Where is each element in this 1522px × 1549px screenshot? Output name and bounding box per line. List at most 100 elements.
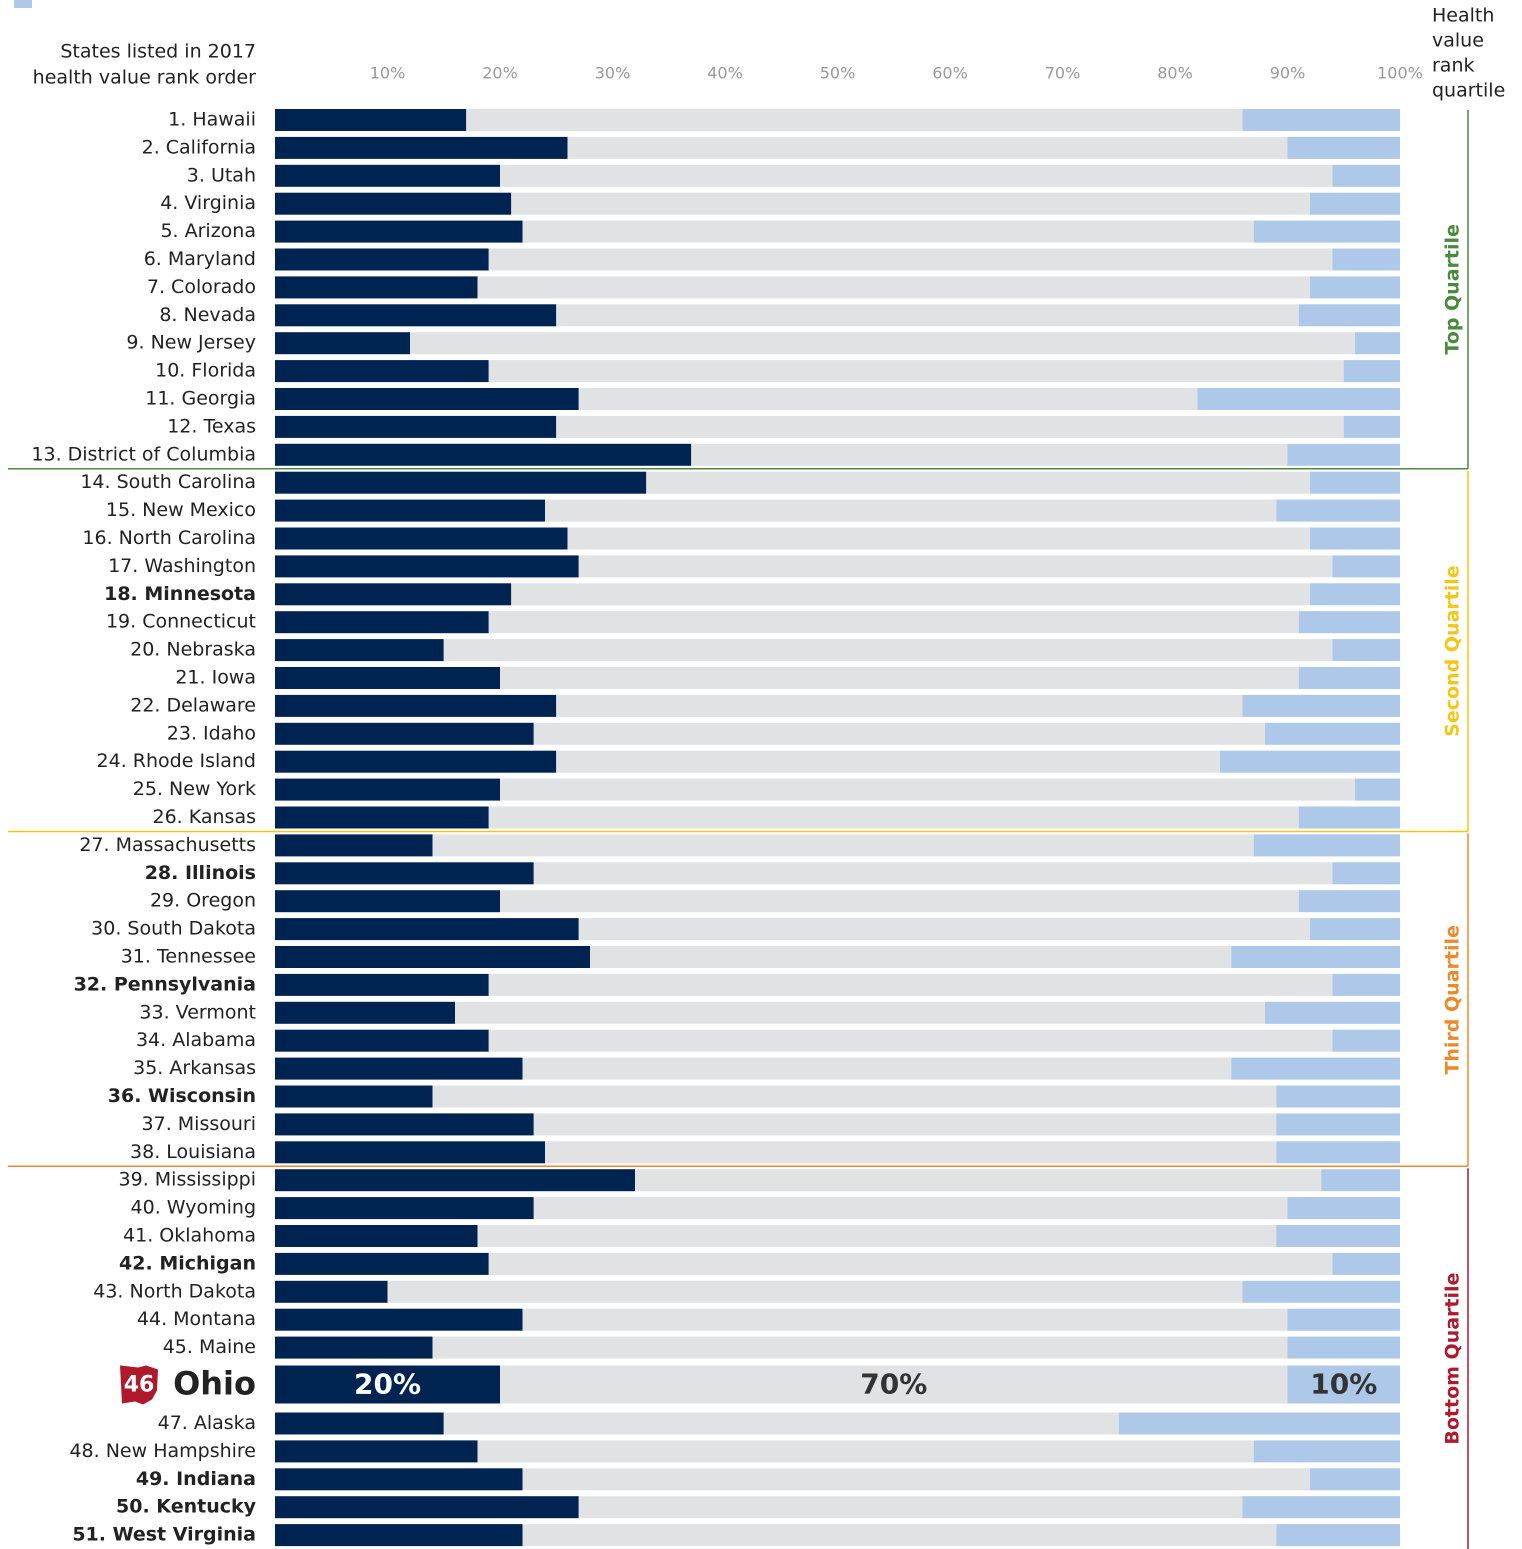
bar-segment — [275, 694, 557, 717]
bar-segment — [275, 1496, 579, 1519]
bar-segment — [275, 1365, 500, 1404]
bar-segment — [275, 1113, 534, 1136]
category-label: 15. New Mexico — [106, 499, 256, 521]
bar-segment — [1298, 890, 1400, 913]
bar-segment — [1231, 946, 1400, 968]
bar-segment — [511, 583, 1310, 606]
bar-segment — [511, 192, 1310, 215]
category-label: 37. Missouri — [142, 1113, 256, 1135]
bar-segment — [1298, 806, 1400, 829]
bar-segment — [275, 918, 579, 941]
x-tick-label: 30% — [595, 64, 631, 83]
category-label: 19. Connecticut — [106, 611, 256, 633]
bar-segment — [1332, 555, 1400, 578]
bar-segment — [1253, 1440, 1400, 1463]
category-label: 40. Wyoming — [131, 1197, 256, 1219]
category-label: 48. New Hampshire — [69, 1440, 256, 1462]
category-label: 32. Pennsylvania — [74, 973, 256, 995]
category-label: 30. South Dakota — [91, 918, 256, 940]
bar-segment — [275, 778, 500, 801]
bar-segment — [1332, 862, 1400, 885]
category-label: 10. Florida — [155, 360, 256, 382]
bar-segment — [500, 667, 1299, 689]
bar-segment — [275, 136, 568, 159]
x-tick-label: 90% — [1270, 64, 1306, 83]
bar-segment — [1276, 1141, 1400, 1164]
category-label: 44. Montana — [137, 1308, 256, 1330]
bar-segment — [275, 443, 692, 466]
bar-segment — [275, 415, 557, 438]
category-label: 42. Michigan — [119, 1252, 256, 1274]
bar-segment — [1355, 332, 1400, 355]
bar-segment — [275, 276, 478, 299]
bar-segment — [578, 1496, 1243, 1519]
header-right: value — [1432, 30, 1484, 52]
bar-segment — [500, 1365, 1288, 1404]
x-tick-label: 20% — [482, 64, 518, 83]
bar-segment — [275, 1197, 534, 1220]
header-right: Health — [1432, 5, 1494, 27]
bar-segment — [275, 583, 512, 606]
category-label: 29. Oregon — [150, 890, 256, 912]
category-label: 22. Delaware — [130, 694, 256, 716]
bar-segment — [1343, 360, 1400, 383]
bar-segment — [500, 890, 1299, 913]
bar-segment — [1242, 109, 1400, 131]
bar-segment — [1310, 1468, 1400, 1491]
quartile-label: Third Quartile — [1442, 925, 1464, 1074]
category-label: 49. Indiana — [136, 1468, 256, 1490]
bar-segment — [1298, 611, 1400, 634]
bar-segment — [275, 973, 489, 996]
bar-segment — [1242, 694, 1400, 717]
bar-segment — [500, 778, 1355, 801]
bar-segment — [275, 499, 545, 522]
value-label: 70% — [860, 1368, 927, 1401]
bar-segment — [275, 304, 557, 327]
bar-segment — [275, 1252, 489, 1275]
category-label: 14. South Carolina — [80, 471, 256, 493]
category-label: 36. Wisconsin — [108, 1085, 256, 1107]
bar-segment — [1118, 1412, 1400, 1435]
category-label: 31. Tennessee — [121, 946, 256, 968]
category-label: 23. Idaho — [167, 722, 256, 744]
bar-segment — [1287, 1365, 1400, 1404]
bar-segment — [1265, 722, 1400, 745]
bar-segment — [1332, 639, 1400, 662]
bar-segment — [275, 1336, 433, 1359]
x-tick-label: 60% — [932, 64, 968, 83]
bar-segment — [275, 750, 557, 773]
bar-segment — [275, 611, 489, 634]
bar-segment — [387, 1280, 1243, 1303]
bar-segment — [1242, 1280, 1400, 1303]
category-label: 34. Alabama — [136, 1029, 256, 1051]
bar-segment — [522, 1468, 1310, 1491]
bar-segment — [1332, 164, 1400, 187]
bar-segment — [545, 1141, 1277, 1164]
bar-segment — [275, 1225, 478, 1247]
bar-segment — [477, 276, 1310, 299]
bar-segment — [1298, 304, 1400, 327]
category-label: Ohio — [173, 1365, 256, 1403]
category-label: 27. Massachusetts — [79, 834, 256, 856]
bar-segment — [432, 1085, 1277, 1108]
bar-segment — [1287, 1197, 1400, 1220]
bar-segment — [275, 1524, 523, 1547]
bar-segment — [275, 220, 523, 243]
category-label: 20. Nebraska — [130, 639, 256, 661]
bar-segment — [488, 611, 1299, 634]
bar-segment — [1220, 750, 1400, 773]
bar-segment — [556, 415, 1344, 438]
header-right: rank — [1432, 55, 1475, 77]
category-label: 4. Virginia — [160, 192, 256, 214]
bar-segment — [522, 1057, 1232, 1080]
bar-segment — [646, 471, 1310, 494]
category-label: 47. Alaska — [158, 1412, 256, 1434]
x-tick-label: 50% — [820, 64, 856, 83]
bar-segment — [1287, 1308, 1400, 1331]
bar-segment — [275, 1169, 635, 1192]
category-label: 17. Washington — [108, 555, 256, 577]
bar-segment — [1197, 388, 1400, 410]
bar-segment — [578, 918, 1310, 941]
bar-segment — [275, 1085, 433, 1108]
bar-segment — [1332, 1252, 1400, 1275]
